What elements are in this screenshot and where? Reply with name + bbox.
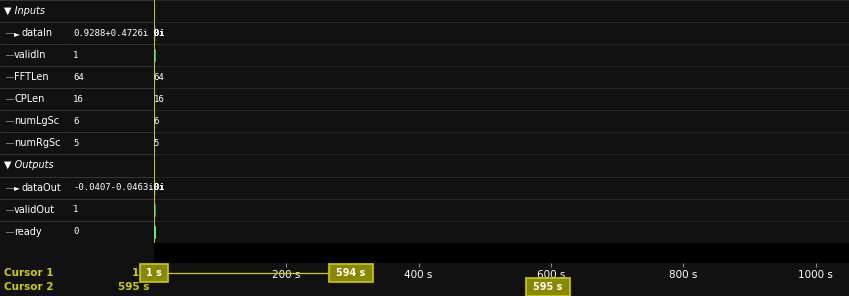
Text: dataIn: dataIn (21, 28, 53, 38)
Text: 5: 5 (73, 139, 78, 148)
Text: FFTLen: FFTLen (14, 72, 48, 82)
Text: ►: ► (14, 183, 20, 192)
Text: 16: 16 (154, 95, 165, 104)
Text: Cursor 1: Cursor 1 (4, 268, 53, 278)
Text: 1: 1 (73, 51, 78, 60)
Text: 0+0i: 0+0i (143, 183, 165, 192)
Text: ▼ Inputs: ▼ Inputs (3, 6, 44, 16)
Text: Cursor 2: Cursor 2 (4, 282, 53, 292)
Text: validOut: validOut (14, 205, 55, 215)
Text: 6: 6 (73, 117, 78, 126)
Text: 594 s: 594 s (336, 268, 366, 278)
FancyBboxPatch shape (140, 264, 168, 281)
Text: 5: 5 (154, 139, 159, 148)
FancyBboxPatch shape (329, 264, 373, 281)
Text: 1 s: 1 s (146, 268, 162, 278)
Text: ▼ Outputs: ▼ Outputs (3, 160, 53, 170)
Text: 0: 0 (73, 227, 78, 236)
Text: 64: 64 (73, 73, 84, 82)
Text: 0+0i: 0+0i (143, 29, 165, 38)
Text: numLgSc: numLgSc (14, 116, 59, 126)
Text: 64: 64 (154, 73, 165, 82)
Text: 6: 6 (154, 117, 159, 126)
Text: 1: 1 (73, 205, 78, 214)
Text: 1 s: 1 s (132, 268, 149, 278)
Text: 0+0i: 0+0i (143, 183, 165, 192)
Text: 16: 16 (73, 95, 84, 104)
Text: 0+0i: 0+0i (143, 29, 165, 38)
Text: 0+0i: 0+0i (143, 183, 165, 192)
Text: ►: ► (14, 29, 20, 38)
FancyBboxPatch shape (526, 278, 570, 296)
Text: 0+0i: 0+0i (143, 29, 165, 38)
Text: dataOut: dataOut (21, 183, 61, 193)
Text: 595 s: 595 s (118, 282, 149, 292)
Text: validIn: validIn (14, 50, 47, 60)
Text: 595 s: 595 s (533, 282, 562, 292)
Text: 0+0i: 0+0i (143, 183, 165, 192)
Text: ready: ready (14, 227, 42, 237)
Text: CPLen: CPLen (14, 94, 44, 104)
Text: 0+0i: 0+0i (143, 29, 165, 38)
Text: -0.0407-0.0463i: -0.0407-0.0463i (73, 183, 154, 192)
Text: numRgSc: numRgSc (14, 139, 60, 148)
Text: 0.9288+0.4726i: 0.9288+0.4726i (73, 29, 149, 38)
